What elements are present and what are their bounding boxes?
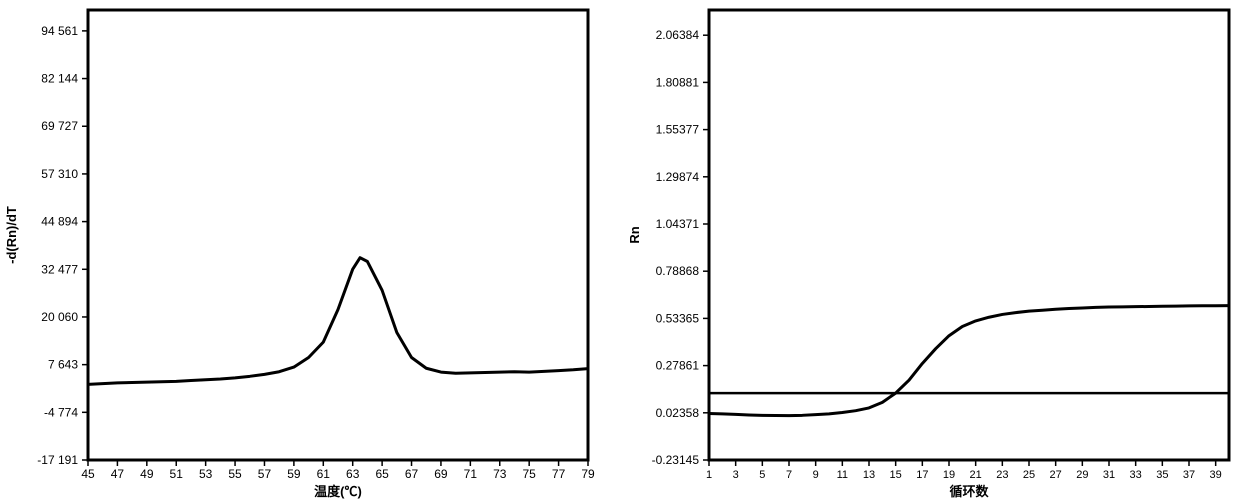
x-tick-label: 47 bbox=[111, 467, 125, 481]
x-tick-label: 13 bbox=[863, 469, 875, 481]
plot-area bbox=[88, 10, 588, 460]
y-tick-label: 20 060 bbox=[41, 310, 78, 324]
x-tick-label: 23 bbox=[996, 469, 1008, 481]
y-tick-label: 32 477 bbox=[41, 262, 78, 276]
y-tick-label: 7 643 bbox=[48, 358, 78, 372]
x-tick-label: 9 bbox=[813, 469, 819, 481]
y-tick-label: 94 561 bbox=[41, 24, 78, 38]
x-tick-label: 37 bbox=[1183, 469, 1195, 481]
x-tick-label: 31 bbox=[1103, 469, 1115, 481]
y-axis-label: -d(Rn)/dT bbox=[4, 206, 19, 264]
x-tick-label: 61 bbox=[317, 467, 331, 481]
x-tick-label: 5 bbox=[759, 469, 765, 481]
y-axis-label: Rn bbox=[627, 226, 642, 243]
y-tick-label: 0.27861 bbox=[656, 359, 700, 373]
x-tick-label: 39 bbox=[1210, 469, 1222, 481]
y-tick-label: 0.78868 bbox=[656, 264, 700, 278]
x-tick-label: 49 bbox=[140, 467, 154, 481]
x-tick-label: 65 bbox=[375, 467, 389, 481]
y-tick-label: 2.06384 bbox=[656, 28, 700, 42]
x-tick-label: 79 bbox=[581, 467, 595, 481]
y-tick-label: 44 894 bbox=[41, 215, 78, 229]
x-tick-label: 7 bbox=[786, 469, 792, 481]
x-tick-label: 11 bbox=[837, 469, 848, 481]
x-tick-label: 71 bbox=[464, 467, 478, 481]
x-tick-label: 21 bbox=[970, 469, 982, 481]
x-tick-label: 33 bbox=[1130, 469, 1142, 481]
x-tick-label: 35 bbox=[1156, 469, 1168, 481]
y-tick-label: 1.55377 bbox=[656, 123, 700, 137]
x-tick-label: 77 bbox=[552, 467, 566, 481]
x-axis-label: 温度(℃) bbox=[314, 484, 362, 499]
amplification-chart: -0.23145 0.02358 0.27861 0.53365 0.78868 1.04… bbox=[619, 0, 1239, 504]
y-tick-label: 1.29874 bbox=[656, 170, 700, 184]
x-tick-label: 75 bbox=[522, 467, 536, 481]
x-tick-label: 3 bbox=[733, 469, 739, 481]
y-tick-label: 69 727 bbox=[41, 119, 78, 133]
y-tick-label: -4 774 bbox=[44, 405, 78, 419]
x-tick-label: 69 bbox=[434, 467, 448, 481]
x-tick-label: 67 bbox=[405, 467, 419, 481]
x-axis-label: 循环数 bbox=[949, 484, 989, 499]
x-tick-label: 25 bbox=[1023, 469, 1035, 481]
x-tick-label: 53 bbox=[199, 467, 213, 481]
y-tick-label: 57 310 bbox=[41, 167, 78, 181]
y-tick-label: 82 144 bbox=[41, 72, 78, 86]
x-tick-label: 19 bbox=[943, 469, 955, 481]
x-tick-label: 57 bbox=[258, 467, 272, 481]
x-tick-label: 17 bbox=[916, 469, 928, 481]
x-tick-label: 29 bbox=[1076, 469, 1088, 481]
x-tick-label: 27 bbox=[1050, 469, 1062, 481]
x-tick-label: 73 bbox=[493, 467, 507, 481]
y-tick-label: -0.23145 bbox=[652, 453, 700, 467]
x-tick-label: 51 bbox=[170, 467, 184, 481]
y-tick-label: 0.02358 bbox=[656, 406, 700, 420]
melt-curve-chart: -17 191 -4 774 7 643 20 060 32 477 44 894 57 3… bbox=[0, 0, 600, 504]
y-tick-label: 1.80881 bbox=[656, 75, 700, 89]
x-tick-label: 45 bbox=[81, 467, 95, 481]
melt-curve-svg: -17 191 -4 774 7 643 20 060 32 477 44 894 57 3… bbox=[0, 0, 600, 504]
x-tick-label: 59 bbox=[287, 467, 301, 481]
x-tick-label: 15 bbox=[890, 469, 902, 481]
y-tick-label: 1.04371 bbox=[656, 217, 700, 231]
y-tick-label: 0.53365 bbox=[656, 311, 700, 325]
x-tick-label: 1 bbox=[706, 469, 712, 481]
x-tick-label: 63 bbox=[346, 467, 360, 481]
amplification-svg: -0.23145 0.02358 0.27861 0.53365 0.78868 1.04… bbox=[619, 0, 1239, 504]
y-tick-label: -17 191 bbox=[37, 453, 78, 467]
x-tick-label: 55 bbox=[228, 467, 242, 481]
